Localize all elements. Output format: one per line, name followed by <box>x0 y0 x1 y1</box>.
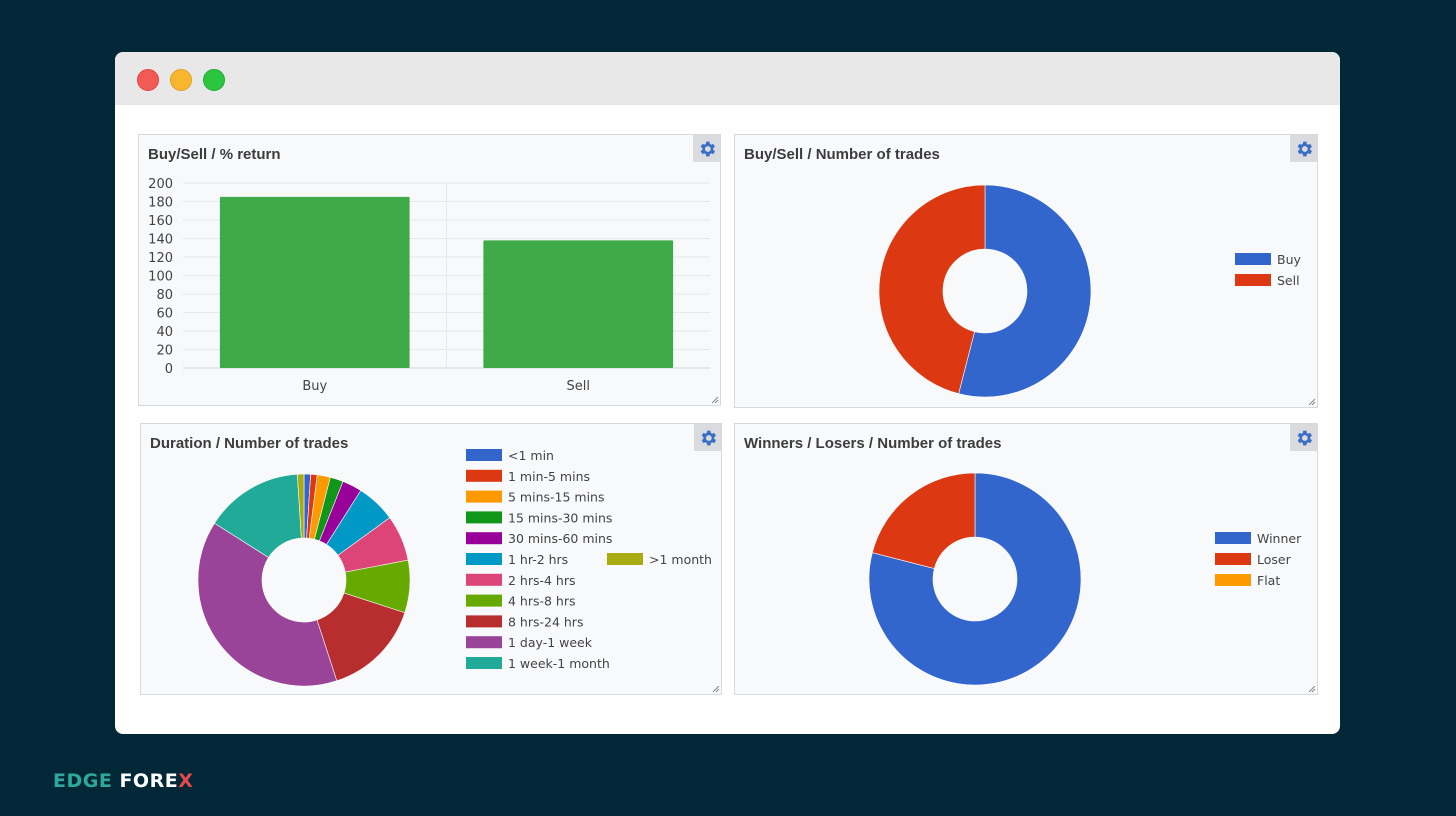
legend-swatch <box>1215 553 1251 565</box>
legend-label: 1 week-1 month <box>508 656 610 671</box>
legend-label: 15 mins-30 mins <box>508 510 612 525</box>
panel-title: Buy/Sell / Number of trades <box>744 146 940 163</box>
panel-title: Duration / Number of trades <box>150 435 349 452</box>
y-tick-label: 0 <box>165 362 173 377</box>
y-tick-label: 40 <box>156 325 173 340</box>
app-window: Buy/Sell / % return 0 20 40 60 80 100 120 140 16… <box>115 52 1340 734</box>
panel-settings-button[interactable] <box>1290 424 1317 451</box>
y-tick-label: 60 <box>156 307 173 322</box>
legend-label: Sell <box>1277 273 1300 288</box>
y-tick-label: 140 <box>148 233 173 248</box>
panel-settings-button[interactable] <box>694 424 721 451</box>
resize-handle-icon[interactable] <box>1309 399 1316 406</box>
y-tick-label: 20 <box>156 344 173 359</box>
panel-buysell-return: Buy/Sell / % return 0 20 40 60 80 100 120 140 16… <box>138 134 721 406</box>
legend-swatch <box>466 532 502 545</box>
legend-label: 1 min-5 mins <box>508 469 590 484</box>
close-window-button[interactable] <box>137 69 159 91</box>
panel-settings-button[interactable] <box>1290 135 1317 162</box>
legend-label: 1 hr-2 hrs <box>508 552 568 567</box>
legend-swatch <box>466 511 502 524</box>
window-titlebar <box>115 52 1340 105</box>
legend-swatch <box>466 449 502 461</box>
legend-label: Flat <box>1257 573 1280 588</box>
slice-1 <box>878 184 986 395</box>
resize-handle-icon[interactable] <box>1309 686 1316 693</box>
legend-label: 8 hrs-24 hrs <box>508 614 583 629</box>
resize-handle-icon[interactable] <box>713 686 720 693</box>
legend-swatch <box>466 615 502 628</box>
panel-buysell-trades: Buy/Sell / Number of trades Buy Sell <box>734 134 1318 408</box>
panel-settings-button[interactable] <box>693 135 720 162</box>
legend-label: >1 month <box>649 552 712 567</box>
y-tick-label: 100 <box>148 270 173 285</box>
y-tick-label: 160 <box>148 214 173 229</box>
slice-0 <box>958 184 1092 398</box>
legend-swatch <box>466 469 502 482</box>
bar-chart: 0 20 40 60 80 100 120 140 160 180 200 Buy Sell <box>148 177 710 394</box>
legend-swatch <box>466 594 502 607</box>
legend-swatch <box>1235 274 1271 286</box>
slice-1 <box>871 472 976 569</box>
legend-swatch <box>466 573 502 586</box>
bar-sell <box>483 240 674 368</box>
legend-label: 30 mins-60 mins <box>508 531 612 546</box>
x-tick-label: Buy <box>302 379 327 394</box>
x-tick-label: Sell <box>567 379 590 394</box>
legend-swatch <box>607 553 643 565</box>
brand-forex: FORE <box>119 770 179 792</box>
y-tick-label: 120 <box>148 251 173 266</box>
panel-winners-losers: Winners / Losers / Number of trades Winn… <box>734 423 1318 695</box>
y-tick-label: 80 <box>156 288 173 303</box>
legend-label: 4 hrs-8 hrs <box>508 594 576 609</box>
legend-label: Buy <box>1277 252 1301 267</box>
legend-swatch <box>1215 574 1251 586</box>
y-tick-label: 200 <box>148 177 173 192</box>
legend-label: 1 day-1 week <box>508 635 593 650</box>
legend-label: <1 min <box>508 448 554 463</box>
legend-swatch <box>466 490 502 503</box>
donut-chart: Winner Loser Flat <box>868 472 1302 686</box>
resize-handle-icon[interactable] <box>712 397 719 404</box>
panel-title: Buy/Sell / % return <box>148 146 281 163</box>
maximize-window-button[interactable] <box>203 69 225 91</box>
legend-label: 2 hrs-4 hrs <box>508 573 576 588</box>
donut-chart: Buy Sell <box>878 184 1301 398</box>
panel-title: Winners / Losers / Number of trades <box>744 435 1002 452</box>
brand-logo: EDGE FOREX <box>53 770 193 792</box>
donut-chart: <1 min 1 min-5 mins 5 mins-15 mins 15 mins-… <box>197 448 712 687</box>
slice-0 <box>868 472 1082 686</box>
y-tick-label: 180 <box>148 196 173 211</box>
panel-duration-trades: Duration / Number of trades <1 min 1 min-… <box>140 423 722 695</box>
legend-label: Winner <box>1257 531 1302 546</box>
legend-label: Loser <box>1257 552 1292 567</box>
slice-11 <box>297 473 305 539</box>
slice-9 <box>197 522 338 687</box>
minimize-window-button[interactable] <box>170 69 192 91</box>
legend-swatch <box>466 553 502 565</box>
brand-edge: EDGE <box>53 770 113 792</box>
bar-buy <box>219 196 410 368</box>
legend-swatch <box>1235 253 1271 265</box>
legend-label: 5 mins-15 mins <box>508 490 604 505</box>
legend-swatch <box>466 657 502 669</box>
brand-mark: X <box>178 770 194 792</box>
legend-swatch <box>1215 532 1251 544</box>
legend-swatch <box>466 636 502 649</box>
